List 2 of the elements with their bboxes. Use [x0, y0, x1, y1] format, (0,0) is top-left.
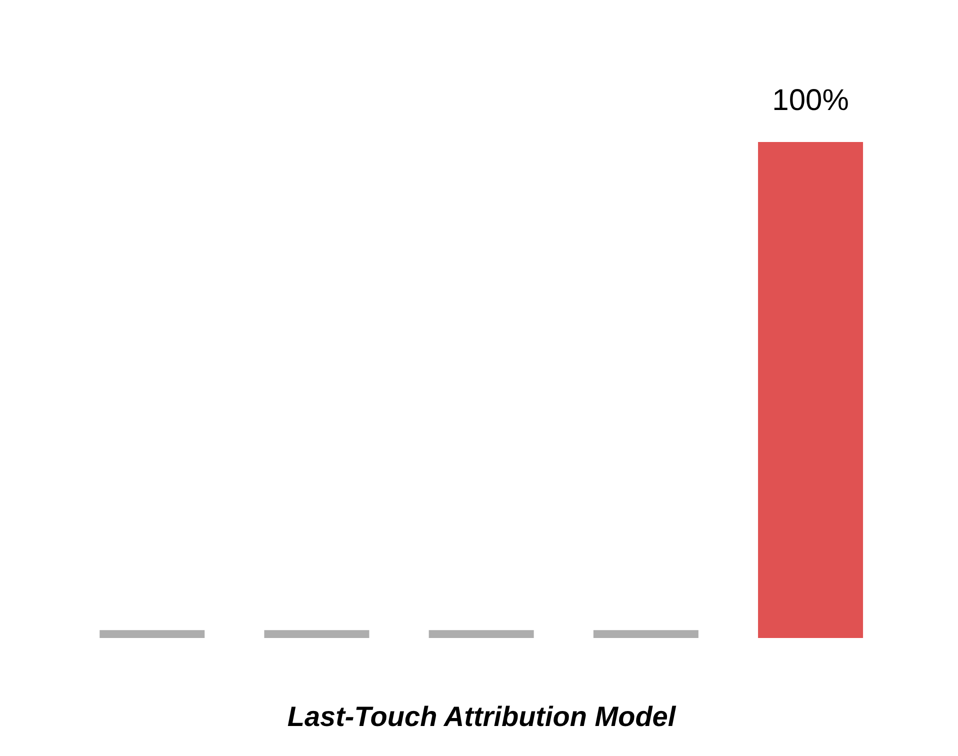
- x-axis-title: Last-Touch Attribution Model: [287, 701, 677, 732]
- data-label: 100%: [772, 84, 849, 117]
